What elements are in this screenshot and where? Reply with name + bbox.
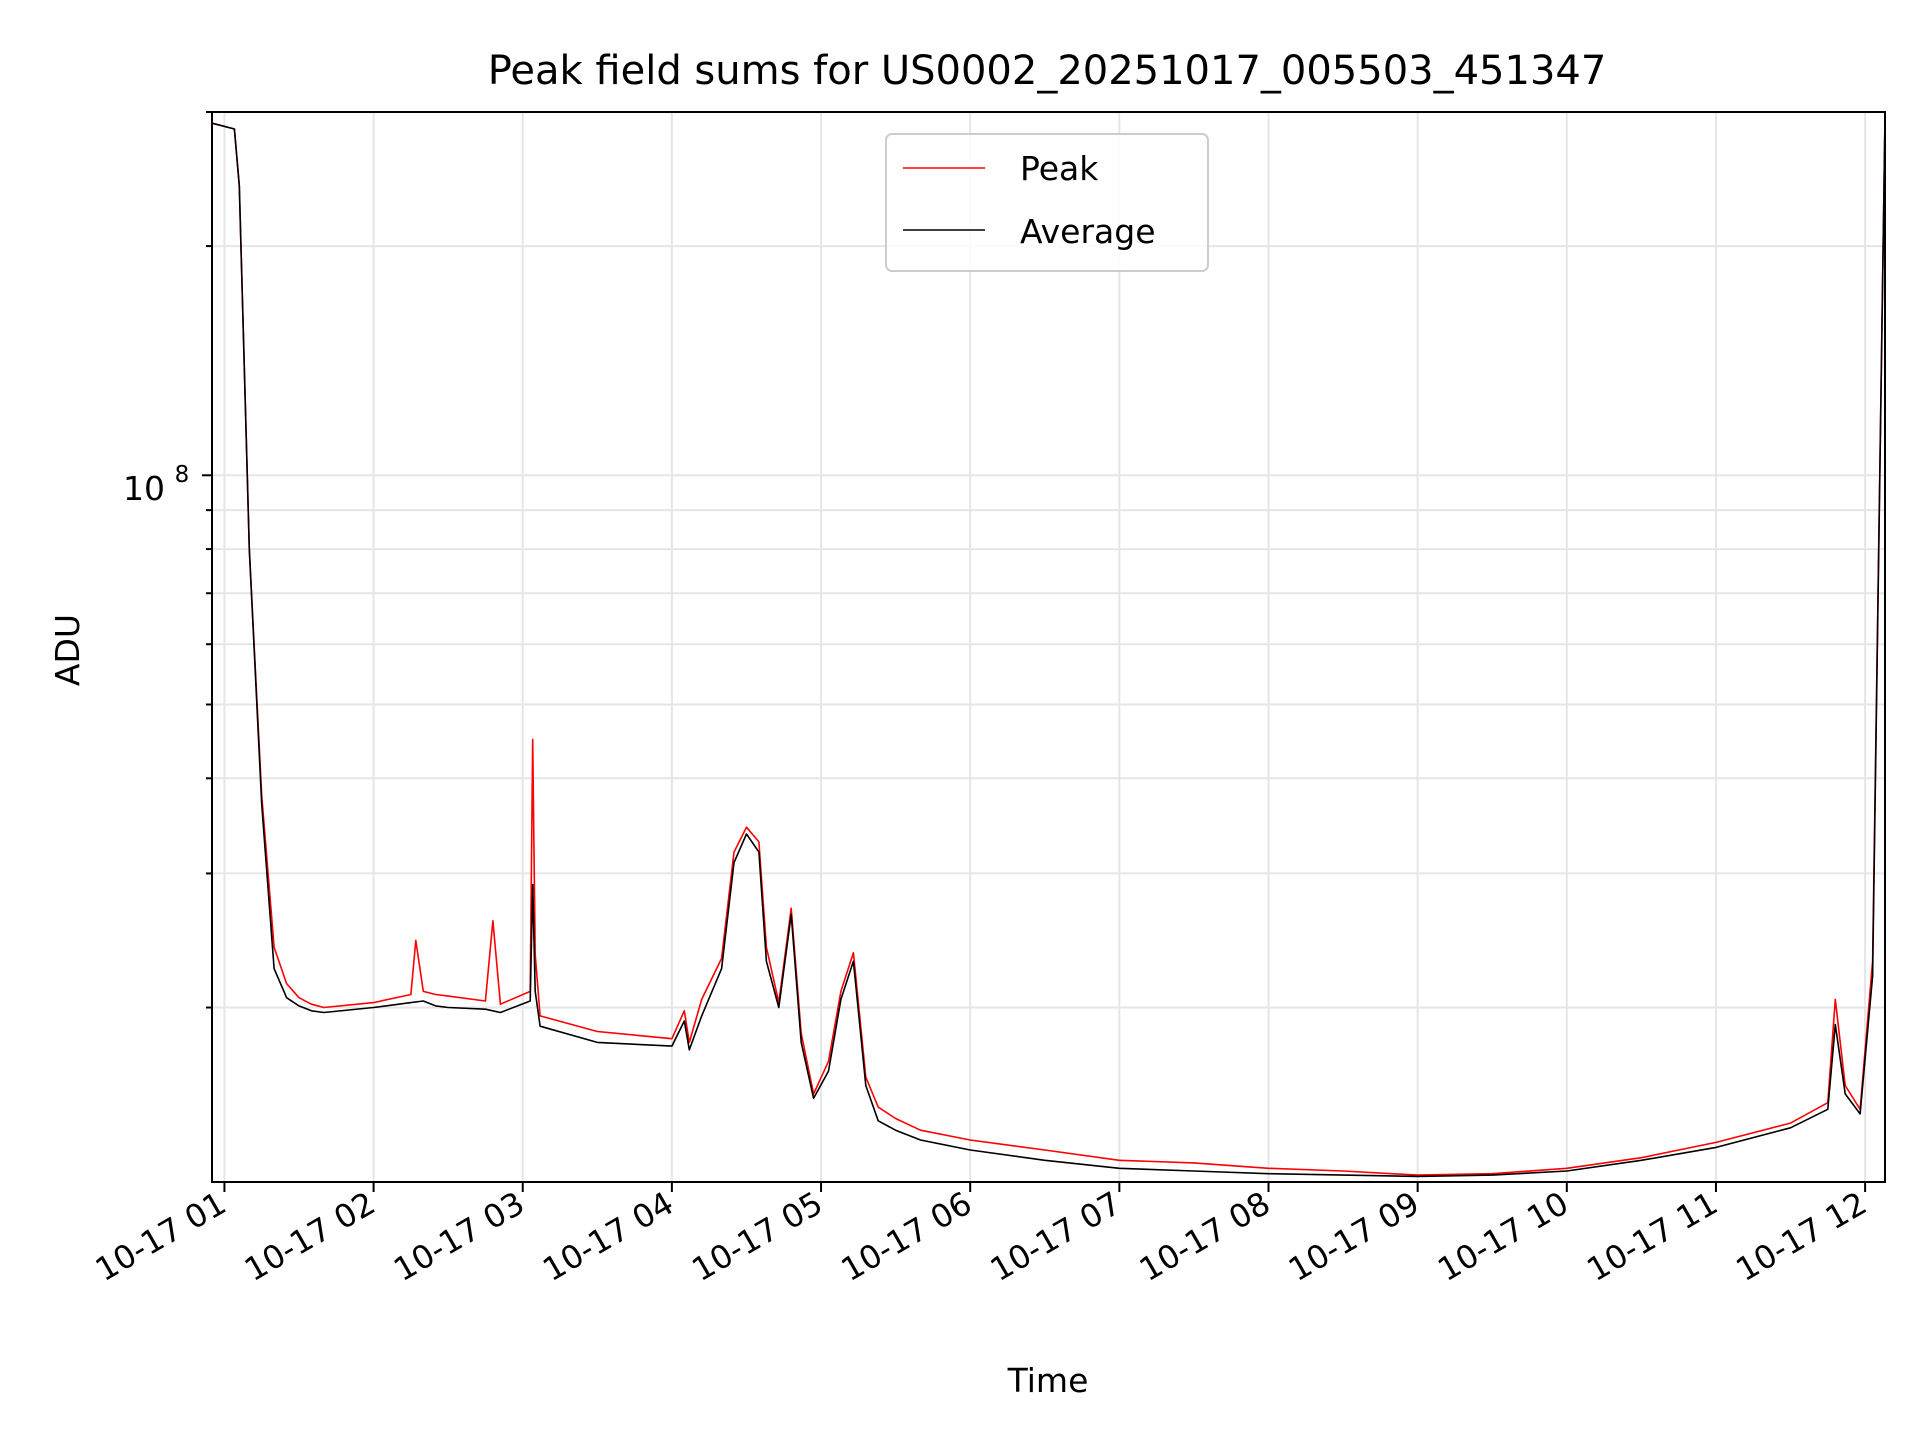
series-layer (212, 117, 1885, 1178)
y-axis: 10 8 (123, 111, 212, 1009)
y-axis-label: ADU (48, 614, 87, 686)
y-tick-label-exponent: 8 (175, 462, 190, 488)
chart-title: Peak field sums for US0002_20251017_0055… (488, 48, 1607, 94)
legend-peak-label: Peak (1020, 149, 1099, 188)
series-line-average (212, 117, 1885, 1178)
x-axis-label: Time (1007, 1361, 1089, 1400)
y-tick-label-base: 10 (123, 469, 165, 508)
legend-average-label: Average (1020, 212, 1156, 251)
legend: Peak Average (885, 133, 1209, 272)
series-line-peak (212, 117, 1885, 1176)
plot-frame (211, 111, 1886, 1183)
